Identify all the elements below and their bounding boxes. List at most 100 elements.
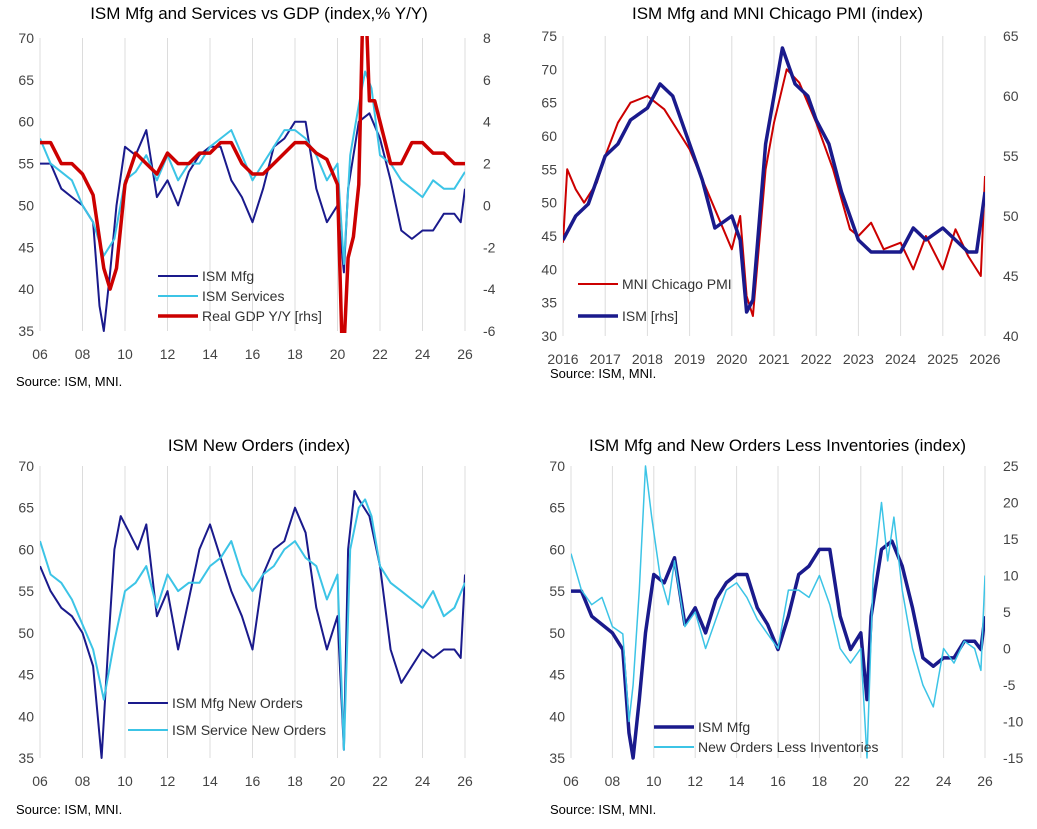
series-line-ism-service-new-orders <box>40 498 465 751</box>
y-tick-label: 30 <box>541 328 557 344</box>
y-tick-label: 40 <box>18 281 34 297</box>
y-tick-label: 40 <box>18 708 34 724</box>
y-tick-label: 55 <box>541 161 557 177</box>
y-tick-label: 65 <box>541 95 557 111</box>
x-tick-label: 16 <box>245 773 261 789</box>
y2-tick-label: -2 <box>483 239 496 255</box>
y-tick-label: 45 <box>18 667 34 683</box>
chart-svg: 06 08 10 12 14 16 18 20 22 24 26 70 65 60 55 50 45 40 35 IS… <box>18 458 473 789</box>
y2-tick-label: -15 <box>1003 750 1023 766</box>
chart-title: ISM Mfg and Services vs GDP (index,% Y/Y… <box>90 4 428 23</box>
x-tick-label: 14 <box>202 773 218 789</box>
x-tick-label: 08 <box>605 773 621 789</box>
x-tick-label: 14 <box>729 773 745 789</box>
y2-tick-label: 50 <box>1003 208 1019 224</box>
chart-source: Source: ISM, MNI. <box>16 374 123 389</box>
chart-title: ISM Mfg and New Orders Less Inventories … <box>589 436 966 455</box>
y-tick-label: 40 <box>549 708 565 724</box>
y2-tick-label: 45 <box>1003 268 1019 284</box>
y-tick-label: 60 <box>541 128 557 144</box>
y-tick-label: 50 <box>18 197 34 213</box>
x-tick-label: 2026 <box>969 351 1000 367</box>
y-tick-label: 35 <box>18 750 34 766</box>
y-tick-label: 75 <box>541 28 557 44</box>
x-tick-label: 26 <box>457 346 473 362</box>
legend-label: ISM Mfg New Orders <box>172 695 303 711</box>
y2-tick-label: 2 <box>483 156 491 172</box>
x-tick-label: 10 <box>646 773 662 789</box>
x-tick-label: 24 <box>415 346 431 362</box>
legend-label: ISM Services <box>202 288 284 304</box>
y2-tick-label: -5 <box>1003 677 1016 693</box>
x-tick-label: 18 <box>812 773 828 789</box>
y2-tick-label: 0 <box>483 197 491 213</box>
chart-title: ISM Mfg and MNI Chicago PMI (index) <box>632 4 923 23</box>
y2-tick-label: 65 <box>1003 28 1019 44</box>
chart-panel-ism-new-orders: 06 08 10 12 14 16 18 20 22 24 26 70 65 60 55 50 45 40 35 IS… <box>0 432 518 829</box>
legend-label: ISM [rhs] <box>622 308 678 324</box>
x-tick-label: 2017 <box>590 351 621 367</box>
y-tick-label: 60 <box>549 541 565 557</box>
x-tick-label: 18 <box>287 773 303 789</box>
y-tick-label: 55 <box>18 156 34 172</box>
y2-tick-label: 0 <box>1003 641 1011 657</box>
y-tick-label: 70 <box>18 458 34 474</box>
x-tick-label: 2024 <box>885 351 916 367</box>
y-tick-label: 70 <box>541 61 557 77</box>
y-tick-label: 55 <box>18 583 34 599</box>
chart-svg: 06 08 10 12 14 16 18 20 22 24 26706560555045403586… <box>18 30 496 362</box>
chart-svg: 2016 2017 2018 2019 2020 2021 2022 2023 2024 2025… <box>541 28 1019 367</box>
x-tick-label: 26 <box>977 773 993 789</box>
x-tick-label: 12 <box>687 773 703 789</box>
x-tick-label: 2023 <box>843 351 874 367</box>
y-tick-label: 60 <box>18 541 34 557</box>
legend-label: ISM Mfg <box>698 719 750 735</box>
x-tick-label: 12 <box>160 773 176 789</box>
y2-tick-label: 55 <box>1003 148 1019 164</box>
y-tick-label: 65 <box>18 72 34 88</box>
chart-svg: 06 08 10 12 14 16 18 20 22 24 26706560555045403525… <box>549 458 1023 789</box>
series-line-ism-mfg <box>571 539 985 760</box>
y2-tick-label: 6 <box>483 72 491 88</box>
y-tick-label: 35 <box>549 750 565 766</box>
x-tick-label: 24 <box>415 773 431 789</box>
x-tick-label: 2025 <box>927 351 958 367</box>
legend-label: ISM Service New Orders <box>172 722 326 738</box>
y-tick-label: 60 <box>18 114 34 130</box>
x-tick-label: 06 <box>563 773 579 789</box>
legend-label: New Orders Less Inventories <box>698 739 879 755</box>
y-tick-label: 45 <box>549 667 565 683</box>
y-tick-label: 45 <box>541 228 557 244</box>
y2-tick-label: -6 <box>483 323 496 339</box>
y-tick-label: 35 <box>541 295 557 311</box>
x-tick-label: 06 <box>32 773 48 789</box>
y-tick-label: 65 <box>18 500 34 516</box>
chart-source: Source: ISM, MNI. <box>16 802 123 817</box>
x-tick-label: 2022 <box>801 351 832 367</box>
x-tick-label: 16 <box>770 773 786 789</box>
x-tick-label: 10 <box>117 773 133 789</box>
x-tick-label: 24 <box>936 773 952 789</box>
y2-tick-label: 4 <box>483 114 491 130</box>
legend-label: MNI Chicago PMI <box>622 276 732 292</box>
x-tick-label: 06 <box>32 346 48 362</box>
y-tick-label: 50 <box>549 625 565 641</box>
x-tick-label: 10 <box>117 346 133 362</box>
x-tick-label: 18 <box>287 346 303 362</box>
chart-panel-ism-mni-chicago: 2016 2017 2018 2019 2020 2021 2022 2023 2024 2025… <box>518 0 1037 410</box>
y-tick-label: 70 <box>549 458 565 474</box>
legend-label: ISM Mfg <box>202 268 254 284</box>
y2-tick-label: 60 <box>1003 88 1019 104</box>
x-tick-label: 14 <box>202 346 218 362</box>
legend-label: Real GDP Y/Y [rhs] <box>202 308 322 324</box>
y-tick-label: 65 <box>549 500 565 516</box>
y-tick-label: 70 <box>18 30 34 46</box>
y2-tick-label: -10 <box>1003 714 1023 730</box>
chart-source: Source: ISM, MNI. <box>550 366 657 381</box>
x-tick-label: 26 <box>457 773 473 789</box>
y2-tick-label: 25 <box>1003 458 1019 474</box>
y-tick-label: 45 <box>18 239 34 255</box>
y-tick-label: 50 <box>18 625 34 641</box>
y-tick-label: 35 <box>18 323 34 339</box>
x-tick-label: 08 <box>75 773 91 789</box>
